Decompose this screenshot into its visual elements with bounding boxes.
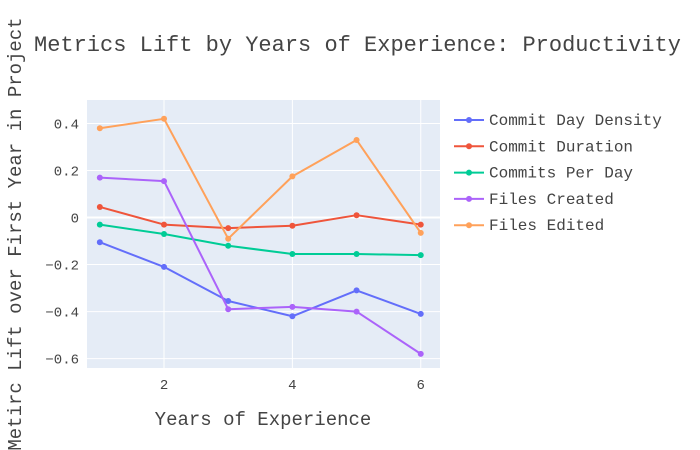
y-axis-title: Metirc Lift over First Year in Project	[5, 17, 27, 450]
y-tick-label: 0.4	[54, 118, 79, 134]
legend-swatch-marker	[466, 169, 472, 176]
y-tick-label: −0.2	[45, 259, 79, 275]
data-point-commit-day-density	[96, 239, 103, 246]
data-point-files-edited	[289, 173, 296, 180]
legend-label: Commit Day Density	[489, 112, 662, 130]
data-point-commit-duration	[225, 225, 232, 232]
plot-area	[87, 100, 440, 368]
legend-label: Files Edited	[489, 217, 604, 235]
data-point-commit-day-density	[417, 310, 424, 317]
data-point-files-created	[289, 303, 296, 310]
y-tick-label: 0.2	[54, 165, 79, 181]
data-point-commits-per-day	[417, 252, 424, 259]
legend-item-commit-day-density[interactable]: Commit Day Density	[454, 112, 662, 130]
data-point-files-created	[417, 350, 424, 357]
x-tick-label: 2	[160, 378, 168, 394]
legend-swatch-marker	[466, 222, 472, 229]
legend: Commit Day Density Commit Duration Commits…	[454, 112, 662, 235]
data-point-commit-duration	[96, 203, 103, 210]
data-point-files-created	[225, 306, 232, 313]
y-tick-label: 0	[71, 212, 79, 228]
data-point-files-edited	[353, 136, 360, 143]
y-tick-label: −0.6	[45, 353, 79, 369]
series-line-commit-duration	[99, 206, 421, 230]
series-group	[96, 115, 424, 357]
y-axis-ticks: 0.4 0.2 0 −0.2 −0.4 −0.6	[45, 118, 79, 369]
series-commit-duration	[96, 203, 424, 232]
legend-item-commit-duration[interactable]: Commit Duration	[454, 138, 633, 156]
legend-label: Files Created	[489, 191, 614, 209]
legend-swatch-marker	[466, 143, 472, 150]
legend-label: Commit Duration	[489, 138, 633, 156]
data-point-commits-per-day	[225, 242, 232, 249]
y-tick-label: −0.4	[45, 306, 79, 322]
x-tick-label: 6	[417, 378, 425, 394]
x-axis-title: Years of Experience	[155, 409, 372, 431]
x-tick-label: 4	[288, 378, 296, 394]
legend-item-commits-per-day[interactable]: Commits Per Day	[454, 165, 633, 183]
series-commits-per-day	[96, 221, 424, 259]
legend-label: Commits Per Day	[489, 165, 633, 183]
data-point-commits-per-day	[161, 231, 168, 237]
series-line-files-edited	[99, 117, 422, 240]
legend-swatch-marker	[466, 117, 472, 123]
x-axis-ticks: 2 4 6	[160, 378, 425, 394]
series-line-files-created	[99, 176, 422, 355]
data-point-commits-per-day	[289, 250, 296, 257]
legend-item-files-created[interactable]: Files Created	[454, 191, 614, 209]
data-point-commit-duration	[289, 222, 296, 229]
data-point-files-edited	[161, 115, 168, 122]
data-point-files-edited	[96, 125, 103, 132]
series-line-commits-per-day	[99, 223, 421, 257]
data-point-commit-day-density	[289, 313, 296, 320]
data-point-commit-day-density	[225, 298, 232, 304]
data-point-commit-duration	[161, 221, 168, 228]
data-point-files-edited	[417, 229, 424, 236]
data-point-commits-per-day	[353, 250, 360, 257]
data-point-commit-day-density	[353, 287, 360, 294]
series-files-edited	[96, 115, 424, 242]
data-point-files-created	[353, 308, 360, 315]
data-point-files-edited	[225, 235, 232, 242]
series-files-created	[96, 174, 424, 357]
data-point-files-created	[96, 174, 103, 181]
data-point-commit-day-density	[161, 263, 168, 270]
data-point-commit-duration	[417, 221, 424, 228]
data-point-files-created	[161, 178, 168, 185]
data-point-commits-per-day	[96, 221, 103, 228]
legend-item-files-edited[interactable]: Files Edited	[454, 217, 604, 235]
data-point-commit-duration	[353, 212, 360, 219]
legend-swatch-marker	[466, 195, 472, 202]
chart-title: Metrics Lift by Years of Experience: Pro…	[34, 33, 681, 58]
